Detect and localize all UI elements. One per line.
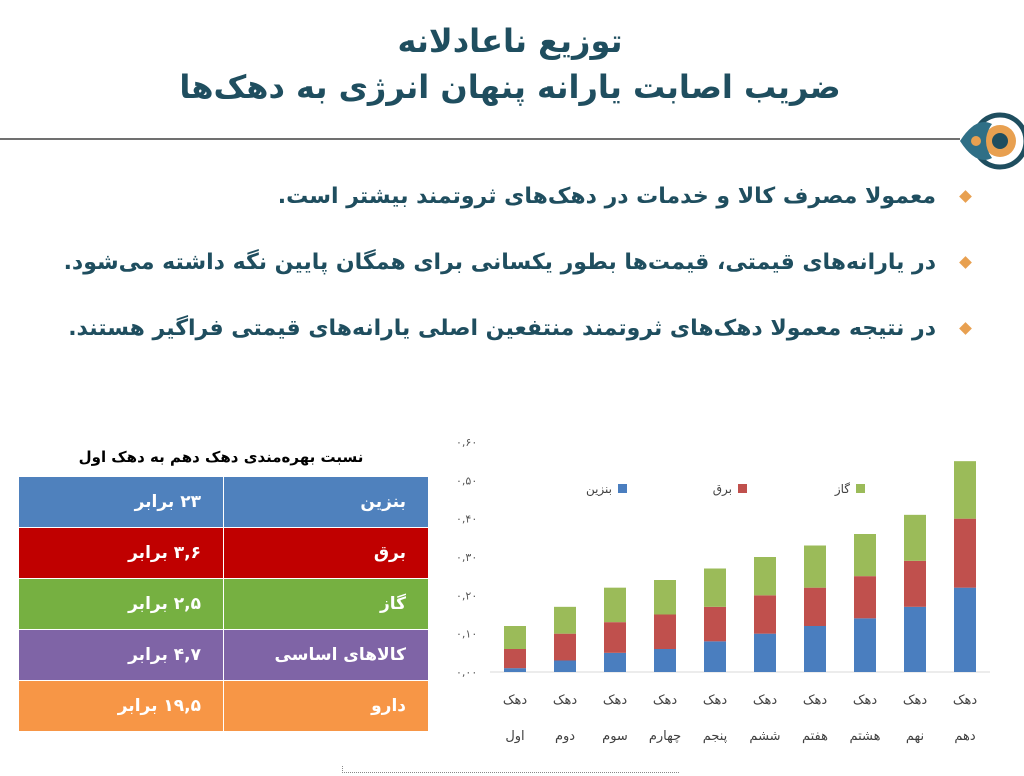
- table-cell-item: دارو: [223, 680, 429, 732]
- x-tick-label: دهک: [903, 693, 927, 708]
- bar-segment: [504, 626, 526, 649]
- table-cell-ratio: ۲,۵ برابر: [18, 578, 224, 630]
- y-tick-label: ۰,۱۰: [456, 628, 477, 641]
- slide-title: توزیع ناعادلانه ضریب اصابت یارانه پنهان …: [150, 18, 870, 110]
- x-tick-label: هشتم: [849, 729, 880, 744]
- table-cell-item: برق: [223, 527, 429, 579]
- title-line-1: توزیع ناعادلانه: [397, 22, 623, 60]
- x-tick-label: نهم: [906, 729, 924, 744]
- bar-segment: [704, 641, 726, 672]
- legend-label: گاز: [834, 482, 850, 497]
- ratio-table: بنزین ۲۳ برابر برق ۳,۶ برابر گاز ۲,۵ برابر …: [18, 476, 429, 732]
- y-tick-label: ۰,۵۰: [456, 474, 477, 487]
- table-row: گاز ۲,۵ برابر: [18, 578, 429, 630]
- bar-segment: [754, 595, 776, 634]
- x-tick-label: دهک: [703, 693, 727, 708]
- bar-segment: [554, 606, 576, 634]
- bullet-item: در نتیجه معمولا دهک‌های ثروتمند منتفعین …: [36, 307, 976, 373]
- bar-segment: [754, 633, 776, 672]
- x-tick-label: هفتم: [802, 729, 828, 744]
- table-row: بنزین ۲۳ برابر: [18, 476, 429, 528]
- bar-segment: [954, 461, 976, 519]
- table-row: کالاهای اساسی ۴,۷ برابر: [18, 629, 429, 681]
- bar-segment: [854, 576, 876, 619]
- x-tick-label: سوم: [602, 729, 628, 744]
- table-cell-ratio: ۱۹,۵ برابر: [18, 680, 224, 732]
- bar-segment: [654, 649, 676, 672]
- x-tick-label: دهک: [503, 693, 527, 708]
- x-tick-label: دوم: [555, 729, 575, 744]
- y-tick-label: ۰,۰۰: [456, 666, 477, 679]
- bar-segment: [754, 557, 776, 596]
- x-tick-label: دهک: [753, 693, 777, 708]
- bar-segment: [804, 587, 826, 626]
- x-tick-label: دهک: [803, 693, 827, 708]
- y-tick-label: ۰,۲۰: [456, 589, 477, 602]
- bar-segment: [654, 580, 676, 615]
- x-tick-label: دهک: [553, 693, 577, 708]
- bar-segment: [554, 633, 576, 661]
- bullet-text: در نتیجه معمولا دهک‌های ثروتمند منتفعین …: [68, 316, 936, 341]
- stacked-bar-chart: ۰,۰۰ ۰,۱۰ ۰,۲۰ ۰,۳۰ ۰,۴۰ ۰,۵۰ ۰,۶۰ دهک اول دهک دوم…: [456, 436, 990, 744]
- diamond-bullet-icon: [959, 322, 972, 335]
- bullet-list: معمولا مصرف کالا و خدمات در دهک‌های ثروت…: [36, 175, 976, 373]
- bullet-text: معمولا مصرف کالا و خدمات در دهک‌های ثروت…: [277, 184, 936, 209]
- legend-label: برق: [713, 482, 732, 497]
- table-row: دارو ۱۹,۵ برابر: [18, 680, 429, 732]
- table-title: نسبت بهره‌مندی دهک دهم به دهک اول: [78, 448, 364, 466]
- x-tick-label: پنجم: [703, 729, 728, 744]
- bar-segment: [504, 649, 526, 669]
- bar-segment: [904, 606, 926, 672]
- legend-swatch: [618, 484, 627, 493]
- table-cell-ratio: ۴,۷ برابر: [18, 629, 224, 681]
- y-tick-label: ۰,۴۰: [456, 513, 477, 526]
- y-tick-label: ۰,۳۰: [456, 551, 477, 564]
- bar-segment: [904, 560, 926, 607]
- bullet-text: در یارانه‌های قیمتی، قیمت‌ها بطور یکسانی…: [63, 250, 936, 275]
- bar-segment: [954, 587, 976, 672]
- legend-swatch: [856, 484, 865, 493]
- table-cell-item: کالاهای اساسی: [223, 629, 429, 681]
- bar-segment: [504, 668, 526, 672]
- bar-segment: [604, 622, 626, 653]
- bullet-item: معمولا مصرف کالا و خدمات در دهک‌های ثروت…: [36, 175, 976, 241]
- legend-label: بنزین: [586, 482, 612, 497]
- table-cell-ratio: ۲۳ برابر: [18, 476, 224, 528]
- bar-segment: [654, 614, 676, 649]
- bar-segment: [704, 568, 726, 607]
- chart-frame-border: [342, 766, 679, 773]
- x-tick-label: دهک: [853, 693, 877, 708]
- table-cell-ratio: ۳,۶ برابر: [18, 527, 224, 579]
- x-tick-label: دهک: [603, 693, 627, 708]
- table-row: برق ۳,۶ برابر: [18, 527, 429, 579]
- x-tick-label: چهارم: [649, 729, 681, 744]
- x-tick-label: دهم: [954, 729, 976, 744]
- bar-segment: [804, 626, 826, 672]
- bullet-item: در یارانه‌های قیمتی، قیمت‌ها بطور یکسانی…: [36, 241, 976, 307]
- table-cell-item: گاز: [223, 578, 429, 630]
- table-cell-item: بنزین: [223, 476, 429, 528]
- bar-segment: [854, 618, 876, 672]
- bar-segment: [804, 545, 826, 588]
- bar-segment: [854, 534, 876, 577]
- bar-segment: [604, 587, 626, 623]
- x-tick-label: اول: [505, 729, 524, 744]
- title-line-2: ضریب اصابت یارانه پنهان انرژی به دهک‌ها: [179, 68, 841, 106]
- bar-segment: [954, 518, 976, 588]
- bar-segment: [604, 652, 626, 672]
- legend-swatch: [738, 484, 747, 493]
- x-tick-label: دهک: [953, 693, 977, 708]
- diamond-bullet-icon: [959, 256, 972, 269]
- diamond-bullet-icon: [959, 190, 972, 203]
- ornament-icon: [960, 112, 1024, 170]
- x-tick-label: دهک: [653, 693, 677, 708]
- bar-segment: [554, 660, 576, 672]
- bar-segment: [704, 606, 726, 642]
- bar-segment: [904, 514, 926, 561]
- title-divider: [0, 138, 960, 140]
- x-tick-label: ششم: [749, 729, 780, 744]
- y-tick-label: ۰,۶۰: [456, 436, 477, 449]
